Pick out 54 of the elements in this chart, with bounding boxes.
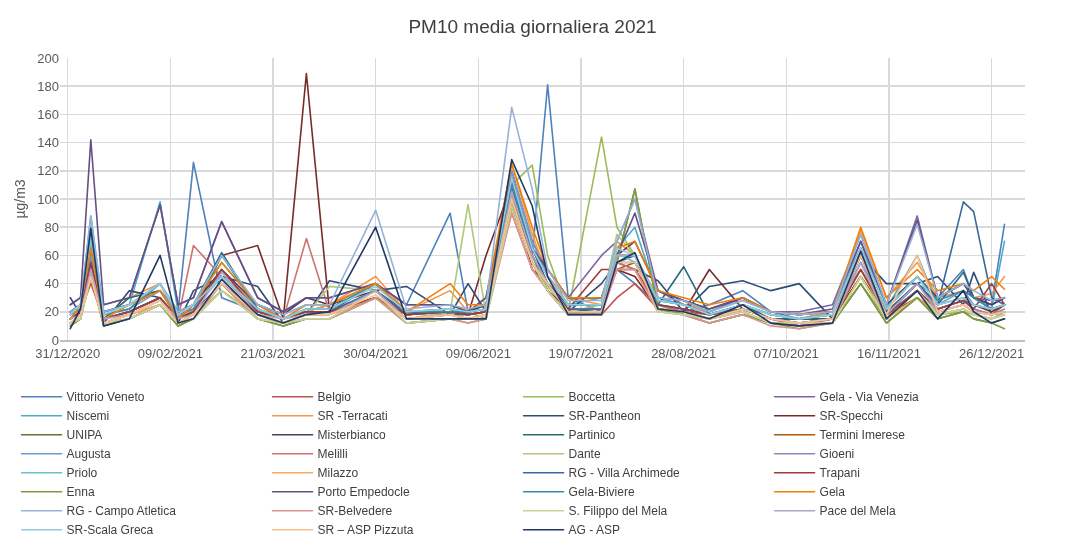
y-tick-label: 120 [37,163,59,179]
y-tick-label: 160 [37,106,59,122]
legend-label: AG - ASP [568,523,620,538]
y-tick-label: 140 [37,135,59,151]
legend-label: Gela [819,485,846,500]
y-tick-label: 0 [51,332,59,348]
legend-label: Vittorio Veneto [66,390,145,405]
y-tick-label: 180 [37,78,59,94]
legend-label: Belgio [317,390,352,405]
y-axis-title: µg/m3 [11,179,28,219]
legend-label: UNIPA [66,428,103,443]
y-tick-label: 80 [44,219,59,235]
x-tick-label: 30/04/2021 [343,345,409,361]
x-tick-label: 07/10/2021 [753,345,819,361]
legend-label: RG - Campo Atletica [66,504,177,519]
x-tick-label: 21/03/2021 [240,345,306,361]
legend-label: Dante [568,447,601,462]
legend-label: S. Filippo del Mela [568,504,668,519]
legend-label: Enna [66,485,95,500]
x-tick-label: 09/06/2021 [445,345,511,361]
y-tick-label: 40 [44,276,59,292]
legend-label: Partinico [568,428,616,443]
legend-label: Augusta [66,447,111,462]
x-tick-label: 28/08/2021 [651,345,717,361]
chart-title: PM10 media giornaliera 2021 [408,15,657,37]
y-tick-label: 60 [44,247,59,263]
legend-label: SR -Terracati [317,409,388,424]
legend-label: Priolo [66,466,98,481]
legend-label: Trapani [819,466,860,481]
x-tick-label: 19/07/2021 [548,345,614,361]
legend-label: Gioeni [819,447,855,462]
y-tick-label: 20 [44,304,59,320]
legend-label: Termini Imerese [819,428,906,443]
legend-label: Gela-Biviere [568,485,635,500]
x-tick-label: 16/11/2021 [856,345,922,361]
legend-label: SR-Belvedere [317,504,393,519]
legend-label: SR-Specchi [819,409,883,424]
legend-label: Gela - Via Venezia [819,390,920,405]
x-tick-label: 09/02/2021 [137,345,203,361]
legend-label: SR-Scala Greca [66,523,154,538]
y-tick-label: 100 [37,191,59,207]
legend-label: Pace del Mela [819,504,896,519]
legend-label: Melilli [317,447,348,462]
x-tick-label: 31/12/2020 [35,345,101,361]
legend-label: Boccetta [568,390,616,405]
legend-label: Milazzo [317,466,359,481]
legend-label: Porto Empedocle [317,485,410,500]
legend-label: SR – ASP Pizzuta [317,523,414,538]
y-tick-label: 200 [37,50,59,66]
legend-label: SR-Pantheon [568,409,641,424]
x-tick-label: 26/12/2021 [959,345,1025,361]
legend-label: Misterbianco [317,428,386,443]
legend-label: RG - Villa Archimede [568,466,681,481]
legend-label: Niscemi [66,409,110,424]
